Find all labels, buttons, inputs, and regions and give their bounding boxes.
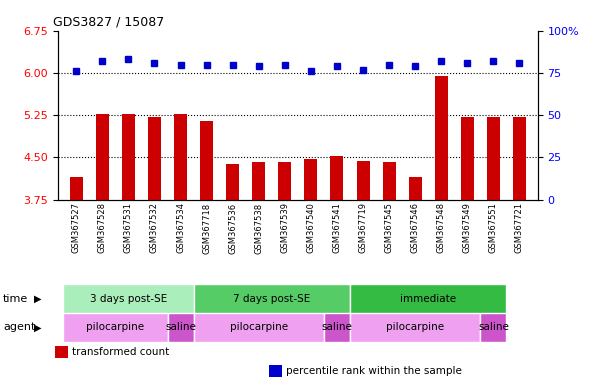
Bar [331,156,343,200]
Text: transformed count: transformed count [72,347,169,357]
Text: percentile rank within the sample: percentile rank within the sample [286,366,462,376]
Bar [64,284,194,313]
Text: saline: saline [321,322,353,333]
Text: saline: saline [165,322,196,333]
Text: time: time [3,293,28,304]
Bar [200,121,213,200]
Bar [226,164,240,200]
Text: pilocarpine: pilocarpine [86,322,144,333]
Bar [252,162,265,200]
Bar [434,76,448,200]
Bar [324,313,350,342]
Text: pilocarpine: pilocarpine [230,322,288,333]
Text: ▶: ▶ [34,293,41,304]
Bar [70,177,83,200]
Bar [194,284,350,313]
Bar [96,114,109,200]
Text: agent: agent [3,322,35,333]
Bar [167,313,194,342]
Text: ▶: ▶ [34,322,41,333]
Bar [279,162,291,200]
Bar [356,161,370,200]
Text: immediate: immediate [400,293,456,304]
Bar [487,117,500,200]
Bar [480,313,507,342]
Bar [194,313,324,342]
Text: GDS3827 / 15087: GDS3827 / 15087 [53,15,164,28]
Text: 7 days post-SE: 7 days post-SE [233,293,310,304]
Bar [350,313,480,342]
Text: pilocarpine: pilocarpine [386,322,444,333]
Bar [409,177,422,200]
Bar [382,162,395,200]
Bar [304,159,317,200]
Bar [174,114,187,200]
Bar [350,284,507,313]
Text: 3 days post-SE: 3 days post-SE [90,293,167,304]
Bar [148,117,161,200]
Bar [64,313,167,342]
Bar [461,117,474,200]
Text: saline: saline [478,322,509,333]
Bar [122,114,135,200]
Bar [513,117,526,200]
